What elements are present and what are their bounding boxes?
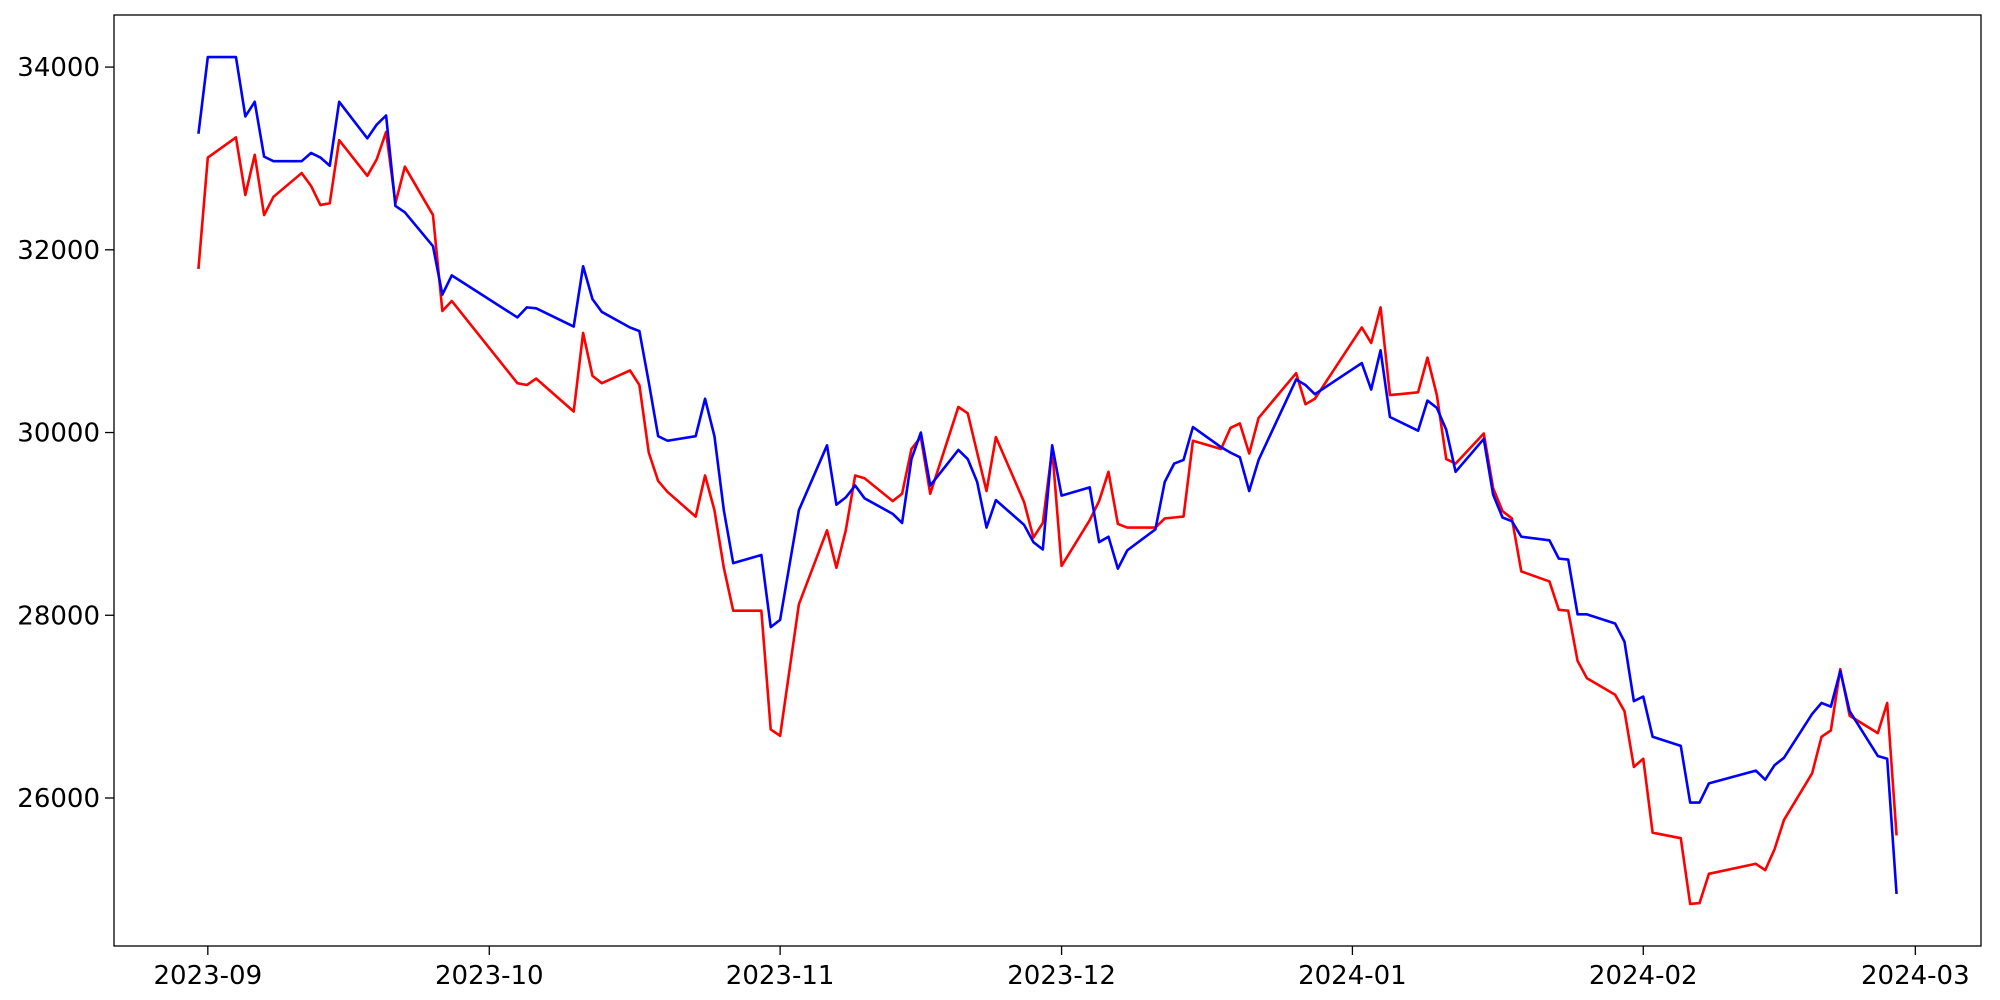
y-tick-label: 26000 [17, 784, 100, 814]
y-tick-label: 34000 [17, 53, 100, 83]
x-tick-label: 2024-02 [1589, 961, 1698, 991]
series-line [197, 130, 1898, 906]
y-tick-label: 28000 [17, 601, 100, 631]
x-tick-label: 2023-11 [726, 961, 835, 991]
series-line [197, 55, 1898, 895]
plot-frame [113, 14, 1982, 947]
x-tick-label: 2023-10 [435, 961, 544, 991]
x-tick-label: 2023-12 [1007, 961, 1116, 991]
x-tick-label: 2023-09 [153, 961, 262, 991]
y-tick-label: 32000 [17, 236, 100, 266]
x-tick-label: 2024-01 [1298, 961, 1407, 991]
y-tick-label: 30000 [17, 419, 100, 449]
x-tick-label: 2024-03 [1861, 961, 1970, 991]
